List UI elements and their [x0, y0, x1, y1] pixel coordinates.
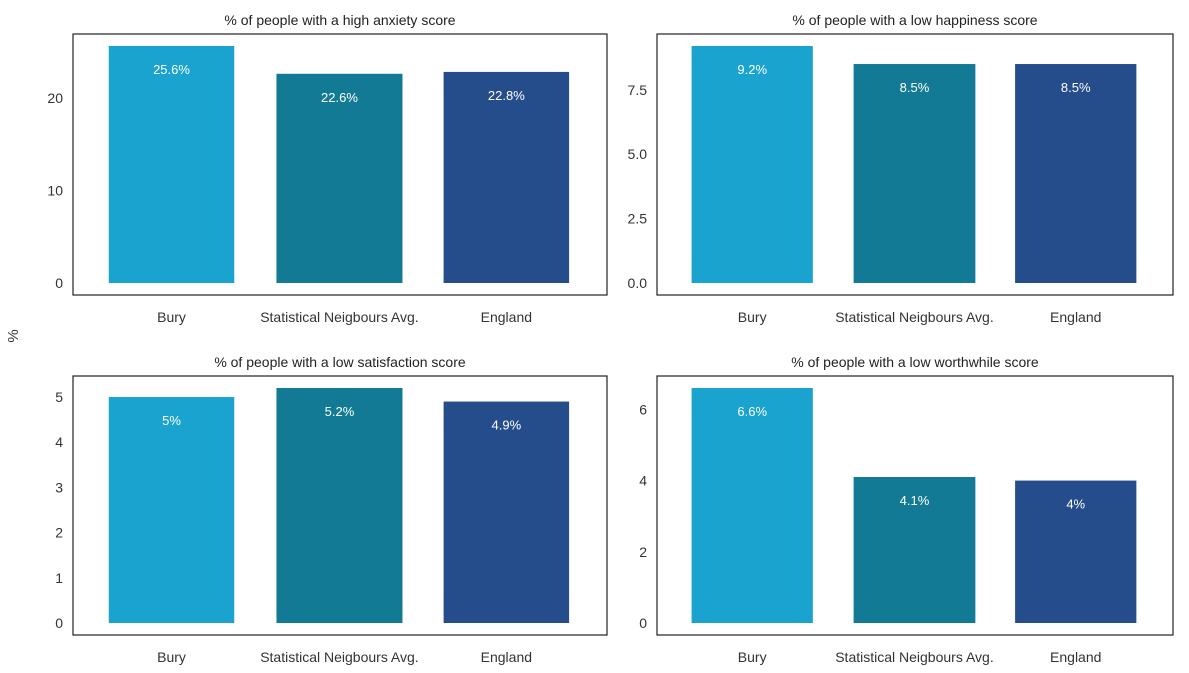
- panel-4-data-label-2: 4%: [1066, 497, 1085, 512]
- panel-3-ytick-label: 3: [55, 479, 63, 495]
- panel-3-ytick-label: 4: [55, 434, 63, 450]
- panel-3-category-label-1: Statistical Neigbours Avg.: [260, 649, 419, 665]
- panel-3-data-label-1: 5.2%: [325, 404, 355, 419]
- panel-3-bar-2: [443, 401, 570, 623]
- panel-1-title: % of people with a high anxiety score: [224, 12, 455, 28]
- panel-3-ytick-label: 2: [55, 525, 63, 541]
- panel-2-data-label-1: 8.5%: [900, 80, 930, 95]
- panel-2-data-label-2: 8.5%: [1061, 80, 1091, 95]
- panel-1-ytick-label: 20: [47, 90, 63, 106]
- panel-2-title: % of people with a low happiness score: [792, 12, 1037, 28]
- panel-4-bar-0: [691, 388, 813, 623]
- panel-2-ytick-label: 0.0: [628, 275, 648, 291]
- panel-4-ytick-label: 2: [639, 544, 647, 560]
- panel-4-title: % of people with a low worthwhile score: [791, 354, 1039, 370]
- panel-4-data-label-0: 6.6%: [737, 404, 767, 419]
- panel-4-frame: [656, 375, 1174, 636]
- panel-1-category-label-1: Statistical Neigbours Avg.: [260, 309, 419, 325]
- panel-3-data-label-0: 5%: [162, 413, 181, 428]
- panel-3-data-label-2: 4.9%: [492, 418, 522, 433]
- panel-2-data-label-0: 9.2%: [737, 62, 767, 77]
- panel-4-ytick-label: 6: [639, 401, 647, 417]
- panel-1-ytick-label: 0: [55, 275, 63, 291]
- panel-2-category-label-2: England: [1050, 309, 1101, 325]
- panel-1-category-label-2: England: [481, 309, 532, 325]
- panel-3-category-label-2: England: [481, 649, 532, 665]
- panel-1-data-label-0: 25.6%: [153, 62, 190, 77]
- panel-1-data-label-2: 22.8%: [488, 88, 525, 103]
- panel-2-bar-2: [1015, 64, 1137, 283]
- panel-3-category-label-0: Bury: [157, 649, 186, 665]
- panel-3-ytick-label: 0: [55, 615, 63, 631]
- panel-2-bar-0: [691, 46, 813, 283]
- panel-2-frame: [656, 33, 1174, 296]
- panel-2-ytick-label: 5.0: [628, 146, 648, 162]
- panel-3-title: % of people with a low satisfaction scor…: [214, 354, 466, 370]
- panel-4-category-label-2: England: [1050, 649, 1101, 665]
- panel-3-frame: [72, 375, 608, 636]
- panel-4-ytick-label: 0: [639, 615, 647, 631]
- panel-2-bar-1: [853, 64, 976, 283]
- panel-1-ytick-label: 10: [47, 182, 63, 198]
- panel-4-bar-2: [1015, 480, 1137, 623]
- panel-2-ytick-label: 2.5: [628, 211, 648, 227]
- panel-1-data-label-1: 22.6%: [321, 90, 358, 105]
- panel-1-frame: [72, 33, 608, 296]
- panel-4-category-label-1: Statistical Neigbours Avg.: [835, 649, 994, 665]
- panel-1-bar-0: [108, 46, 235, 283]
- panel-2-ytick-label: 7.5: [628, 82, 648, 98]
- y-axis-title: %: [5, 329, 22, 342]
- panel-2-category-label-0: Bury: [738, 309, 767, 325]
- panel-3-bar-1: [276, 388, 403, 623]
- panel-1-bar-2: [443, 71, 570, 283]
- panel-4-data-label-1: 4.1%: [900, 493, 930, 508]
- panel-3-ytick-label: 5: [55, 389, 63, 405]
- panel-3-ytick-label: 1: [55, 570, 63, 586]
- panel-3-bar-0: [108, 397, 235, 623]
- panel-2-category-label-1: Statistical Neigbours Avg.: [835, 309, 994, 325]
- panel-4-category-label-0: Bury: [738, 649, 767, 665]
- panel-4-bar-1: [853, 477, 976, 623]
- panel-1-bar-1: [276, 73, 403, 283]
- panel-1-category-label-0: Bury: [157, 309, 186, 325]
- panel-4-ytick-label: 4: [639, 473, 647, 489]
